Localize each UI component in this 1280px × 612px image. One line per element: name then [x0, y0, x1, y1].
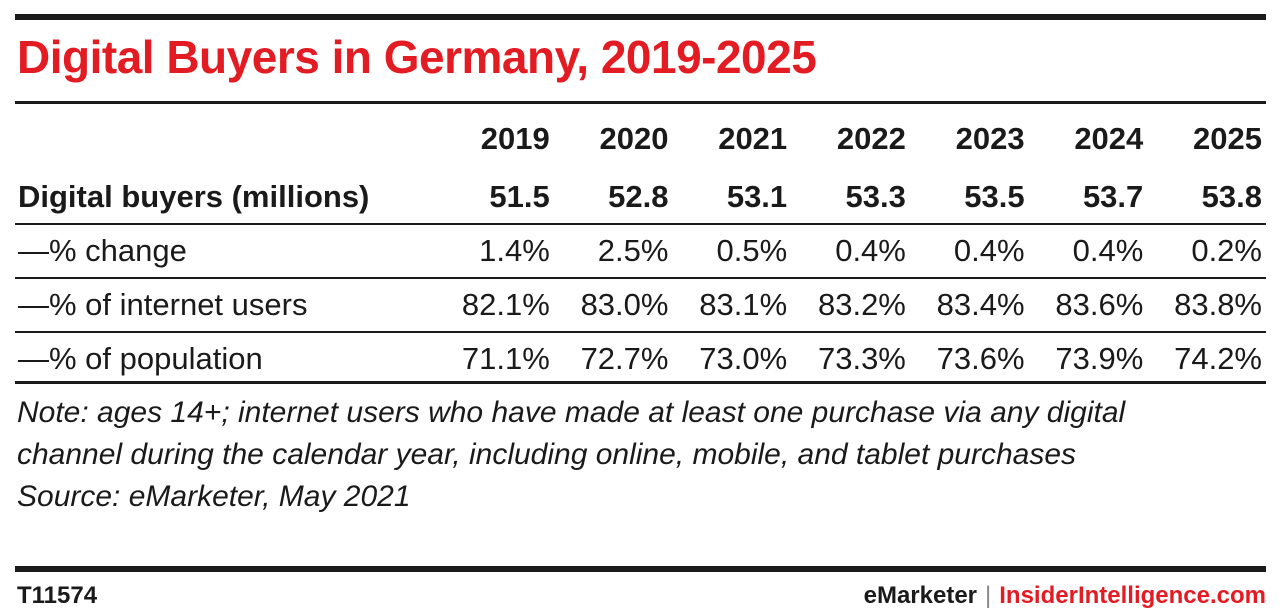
value-cell: 53.8 [1201, 179, 1262, 214]
data-table: 2019 2020 2021 2022 2023 2024 2025 Digital buy… [15, 104, 1266, 385]
chart-id: T11574 [17, 582, 98, 609]
year-header: 2021 [718, 120, 788, 156]
value-cell: 51.5 [489, 179, 550, 214]
brand-insider-intelligence-link[interactable]: InsiderIntelligence.com [999, 582, 1266, 609]
value-cell: 82.1% [461, 287, 550, 322]
year-header: 2023 [955, 120, 1025, 156]
row-label: —% change [18, 233, 187, 268]
value-cell: 83.2% [817, 287, 906, 322]
top-rule [15, 14, 1266, 20]
row-label: —% of population [18, 341, 263, 376]
value-cell: 0.4% [953, 233, 1025, 268]
bottom-rule [15, 566, 1266, 572]
row-label: Digital buyers (millions) [18, 179, 370, 214]
value-cell: 0.4% [1072, 233, 1144, 268]
value-cell: 1.4% [479, 233, 550, 268]
value-cell: 52.8 [608, 179, 669, 214]
note-text: Note: ages 14+; internet users who have … [17, 396, 1126, 471]
value-cell: 71.1% [461, 341, 550, 376]
note-block: Note: ages 14+; internet users who have … [17, 392, 1237, 518]
table-row: Digital buyers (millions) 51.5 52.8 53.1 53.… [15, 171, 1266, 224]
title-rule [15, 101, 1266, 104]
year-header: 2024 [1074, 120, 1144, 156]
value-cell: 53.1 [726, 179, 788, 214]
brand-emarketer: eMarketer [863, 582, 978, 609]
value-cell: 83.1% [699, 287, 788, 322]
value-cell: 83.4% [936, 287, 1025, 322]
value-cell: 0.5% [716, 233, 788, 268]
value-cell: 73.3% [817, 341, 906, 376]
year-header: 2022 [836, 120, 906, 156]
value-cell: 73.6% [936, 341, 1025, 376]
value-cell: 2.5% [597, 233, 669, 268]
header-row: 2019 2020 2021 2022 2023 2024 2025 [15, 104, 1266, 171]
brand-footer: eMarketer | InsiderIntelligence.com [864, 582, 1266, 610]
value-cell: 74.2% [1174, 341, 1262, 376]
table-row: —% of internet users 82.1% 83.0% 83.1% 83.2%… [15, 278, 1266, 332]
year-header: 2019 [480, 120, 550, 156]
value-cell: 73.9% [1055, 341, 1144, 376]
year-header: 2020 [599, 120, 669, 156]
header-label-cell [15, 104, 435, 171]
value-cell: 0.2% [1191, 233, 1262, 268]
table-row: —% of population 71.1% 72.7% 73.0% 73.3% 73.6… [15, 332, 1266, 385]
row-label: —% of internet users [18, 287, 308, 322]
year-header: 2025 [1193, 120, 1262, 156]
chart-frame: Digital Buyers in Germany, 2019-2025 201… [15, 0, 1266, 612]
value-cell: 83.8% [1174, 287, 1262, 322]
value-cell: 83.6% [1055, 287, 1144, 322]
value-cell: 53.7 [1082, 179, 1144, 214]
brand-separator: | [985, 582, 992, 609]
table-row: —% change 1.4% 2.5% 0.5% 0.4% 0.4% 0.4% 0.2% [15, 224, 1266, 278]
value-cell: 72.7% [580, 341, 669, 376]
source-text: Source: eMarketer, May 2021 [17, 480, 411, 513]
table-bottom-rule [15, 381, 1266, 384]
value-cell: 73.0% [699, 341, 788, 376]
value-cell: 53.5 [964, 179, 1025, 214]
value-cell: 83.0% [580, 287, 669, 322]
chart-title: Digital Buyers in Germany, 2019-2025 [17, 31, 817, 83]
value-cell: 53.3 [845, 179, 906, 214]
value-cell: 0.4% [835, 233, 906, 268]
table-body: Digital buyers (millions) 51.5 52.8 53.1 53.… [15, 171, 1266, 385]
